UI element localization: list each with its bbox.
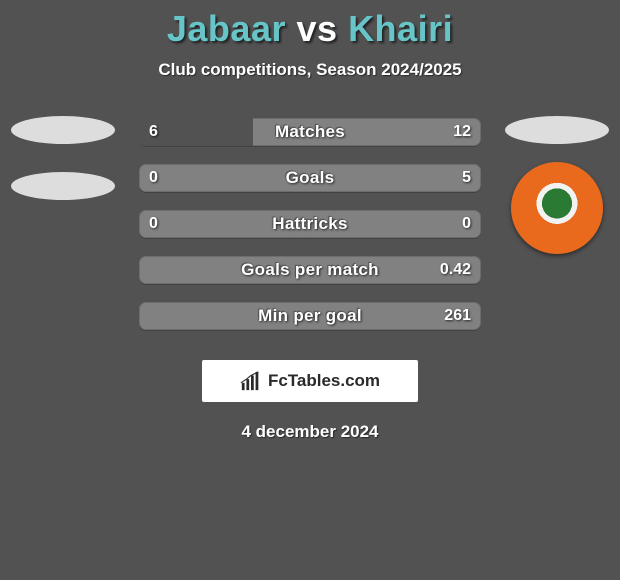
left-badge-column <box>8 116 118 200</box>
comparison-title: Jabaar vs Khairi <box>0 0 620 50</box>
stat-label: Min per goal <box>139 302 481 330</box>
player2-club-badge <box>511 162 603 254</box>
brand-logo: FcTables.com <box>202 360 418 402</box>
stat-label: Goals per match <box>139 256 481 284</box>
player1-name: Jabaar <box>167 8 286 49</box>
stat-row: 0.42Goals per match <box>139 256 481 284</box>
player1-club-badge <box>11 172 115 200</box>
stat-row: 05Goals <box>139 164 481 192</box>
bar-chart-icon <box>240 370 262 392</box>
player2-country-badge <box>505 116 609 144</box>
stat-label: Matches <box>139 118 481 146</box>
stat-row: 261Min per goal <box>139 302 481 330</box>
player2-name: Khairi <box>348 8 453 49</box>
right-badge-column <box>502 116 612 254</box>
brand-text: FcTables.com <box>268 371 380 391</box>
content-area: 612Matches 05Goals 00Hattricks 0.42Goals pe… <box>0 118 620 330</box>
stat-row: 612Matches <box>139 118 481 146</box>
stat-row: 00Hattricks <box>139 210 481 238</box>
subtitle: Club competitions, Season 2024/2025 <box>0 60 620 80</box>
date-text: 4 december 2024 <box>0 422 620 442</box>
title-vs: vs <box>297 8 338 49</box>
stat-bars: 612Matches 05Goals 00Hattricks 0.42Goals pe… <box>139 118 481 330</box>
stat-label: Goals <box>139 164 481 192</box>
stat-label: Hattricks <box>139 210 481 238</box>
player1-country-badge <box>11 116 115 144</box>
